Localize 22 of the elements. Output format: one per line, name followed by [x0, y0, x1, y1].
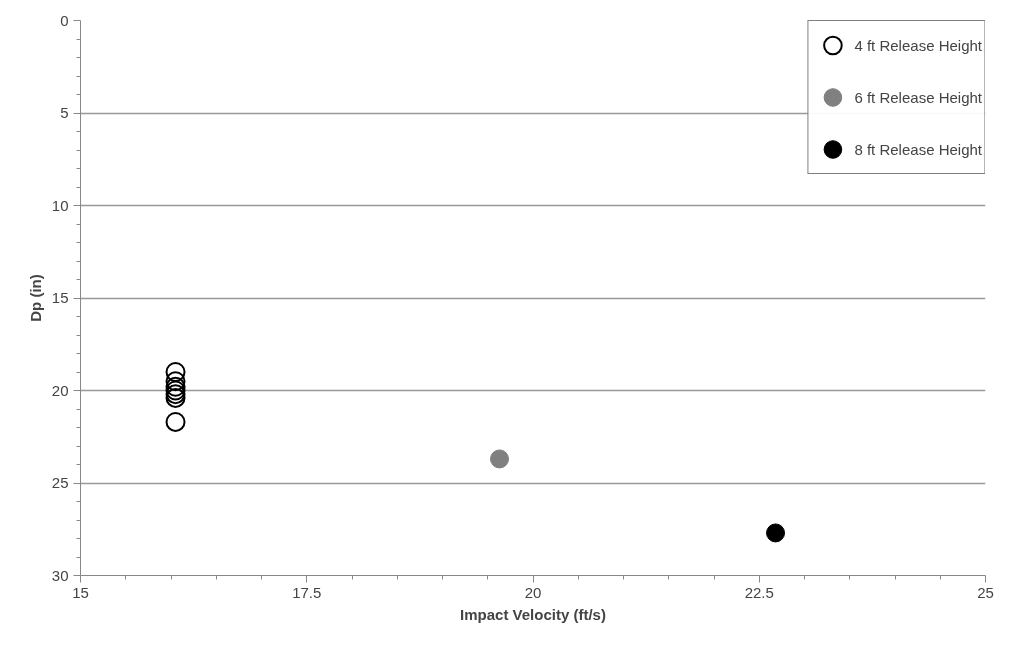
x-tick-label: 25 — [977, 583, 994, 601]
y-tick-label: 10 — [51, 196, 69, 214]
y-tick-label: 5 — [60, 104, 69, 121]
y-tick-label: 0 — [60, 11, 69, 29]
x-tick-label: 20 — [524, 583, 542, 601]
x-tick-label: 15 — [72, 583, 89, 601]
y-axis-title: Dp (in) — [26, 274, 44, 322]
y-tick-label: 15 — [51, 289, 69, 306]
legend-label: 4 ft Release Height — [854, 36, 982, 54]
x-tick-label: 22.5 — [744, 583, 774, 601]
y-tick-label: 25 — [51, 474, 69, 491]
point — [165, 411, 186, 432]
point — [165, 362, 186, 382]
x-tick-label: 17.5 — [292, 583, 322, 601]
y-tick-label: 30 — [51, 566, 69, 584]
y-tick-label: 20 — [51, 381, 69, 399]
point — [165, 371, 186, 392]
legend-label: 6 ft Release Height — [854, 88, 982, 106]
point — [766, 523, 786, 543]
legend-label: 8 ft Release Height — [854, 140, 982, 158]
point — [490, 449, 510, 469]
x-axis-title: Impact Velocity (ft/s) — [460, 605, 606, 623]
